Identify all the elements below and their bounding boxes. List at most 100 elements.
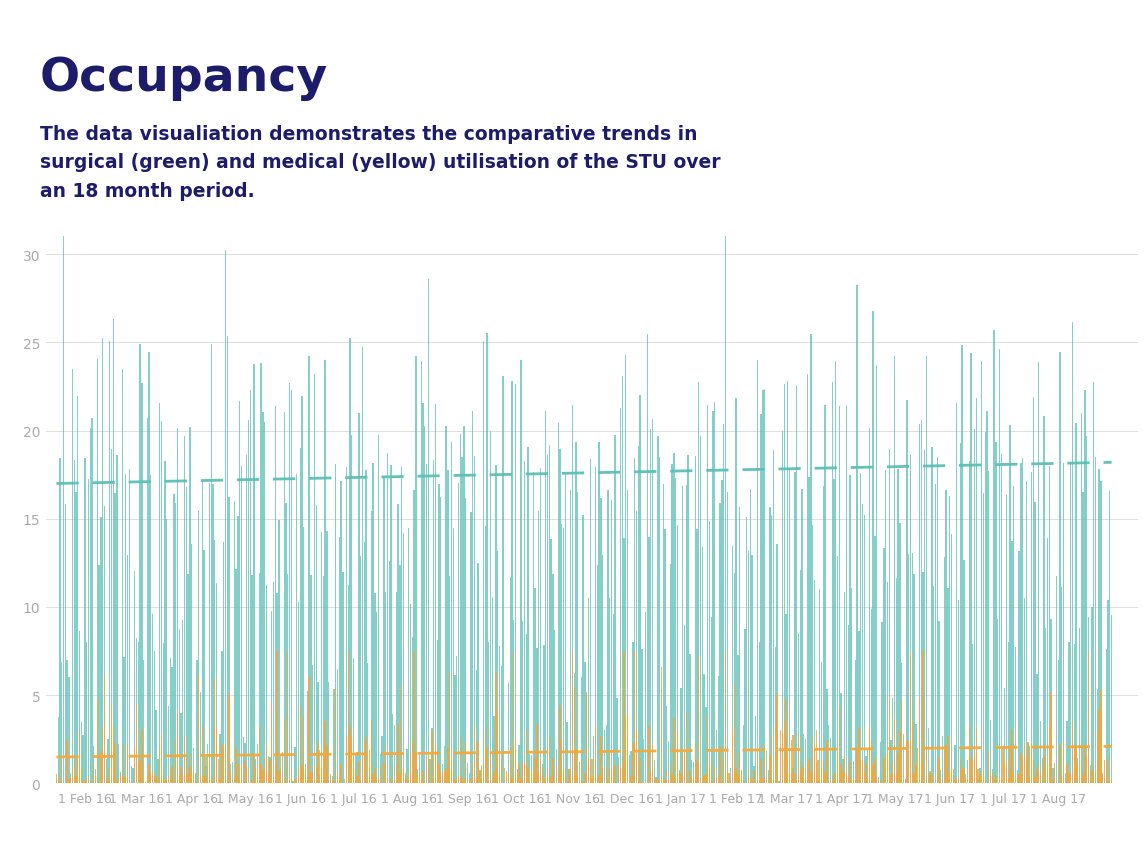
- Bar: [463, 780, 464, 784]
- Bar: [832, 382, 833, 784]
- Bar: [360, 557, 362, 784]
- Bar: [70, 777, 71, 784]
- Bar: [509, 746, 511, 784]
- Bar: [905, 779, 906, 784]
- Bar: [682, 486, 683, 784]
- Bar: [399, 565, 400, 784]
- Bar: [726, 492, 728, 784]
- Bar: [693, 762, 694, 784]
- Bar: [636, 511, 637, 784]
- Bar: [921, 421, 922, 784]
- Bar: [999, 762, 1000, 784]
- Bar: [284, 718, 285, 784]
- Bar: [499, 775, 500, 784]
- Bar: [1015, 647, 1016, 784]
- Bar: [816, 763, 817, 784]
- Bar: [1073, 644, 1075, 784]
- Bar: [784, 720, 785, 784]
- Bar: [694, 742, 696, 784]
- Bar: [623, 651, 625, 784]
- Bar: [541, 767, 543, 784]
- Bar: [182, 774, 183, 784]
- Bar: [974, 751, 975, 784]
- Bar: [681, 688, 682, 784]
- Bar: [1001, 455, 1002, 784]
- Bar: [967, 779, 968, 784]
- Bar: [817, 759, 819, 784]
- Bar: [396, 592, 397, 784]
- Bar: [566, 722, 567, 784]
- Bar: [448, 577, 451, 784]
- Bar: [1049, 467, 1050, 784]
- Bar: [1104, 777, 1105, 784]
- Bar: [1086, 436, 1087, 784]
- Bar: [1082, 492, 1083, 784]
- Bar: [629, 782, 630, 784]
- Bar: [509, 577, 511, 784]
- Bar: [901, 664, 903, 784]
- Bar: [877, 777, 879, 784]
- Bar: [248, 783, 249, 784]
- Bar: [245, 761, 246, 784]
- Bar: [995, 443, 996, 784]
- Bar: [954, 780, 955, 784]
- Bar: [349, 338, 351, 784]
- Bar: [257, 778, 259, 784]
- Bar: [403, 533, 404, 784]
- Bar: [277, 651, 278, 784]
- Bar: [133, 768, 134, 784]
- Bar: [143, 781, 144, 784]
- Bar: [1059, 745, 1060, 784]
- Bar: [175, 503, 176, 784]
- Bar: [666, 770, 667, 784]
- Bar: [437, 758, 438, 784]
- Bar: [474, 457, 475, 784]
- Bar: [998, 783, 999, 784]
- Bar: [339, 779, 340, 784]
- Bar: [479, 770, 480, 784]
- Bar: [341, 765, 342, 784]
- Bar: [412, 637, 413, 784]
- Bar: [294, 778, 295, 784]
- Bar: [233, 778, 235, 784]
- Bar: [689, 771, 691, 784]
- Bar: [61, 662, 63, 784]
- Bar: [1043, 417, 1044, 784]
- Bar: [1004, 688, 1006, 784]
- Bar: [271, 702, 272, 784]
- Bar: [264, 423, 265, 784]
- Bar: [723, 759, 724, 784]
- Bar: [710, 758, 712, 784]
- Bar: [1014, 486, 1015, 784]
- Bar: [958, 779, 959, 784]
- Bar: [118, 779, 119, 784]
- Bar: [1091, 770, 1093, 784]
- Bar: [405, 777, 406, 784]
- Bar: [229, 498, 230, 784]
- Bar: [527, 448, 529, 784]
- Bar: [1015, 777, 1016, 784]
- Bar: [591, 778, 593, 784]
- Bar: [602, 554, 603, 784]
- Bar: [538, 511, 539, 784]
- Bar: [649, 538, 650, 784]
- Bar: [931, 448, 932, 784]
- Bar: [688, 455, 689, 784]
- Bar: [392, 769, 394, 784]
- Bar: [1062, 587, 1063, 784]
- Bar: [672, 465, 673, 784]
- Bar: [225, 251, 227, 784]
- Bar: [97, 360, 98, 784]
- Bar: [435, 743, 436, 784]
- Bar: [352, 659, 355, 784]
- Bar: [384, 746, 387, 784]
- Bar: [557, 423, 559, 784]
- Bar: [963, 768, 964, 784]
- Bar: [232, 763, 233, 784]
- Bar: [739, 507, 740, 784]
- Bar: [458, 777, 459, 784]
- Bar: [805, 739, 807, 784]
- Bar: [639, 396, 641, 784]
- Bar: [515, 384, 516, 784]
- Bar: [601, 499, 602, 784]
